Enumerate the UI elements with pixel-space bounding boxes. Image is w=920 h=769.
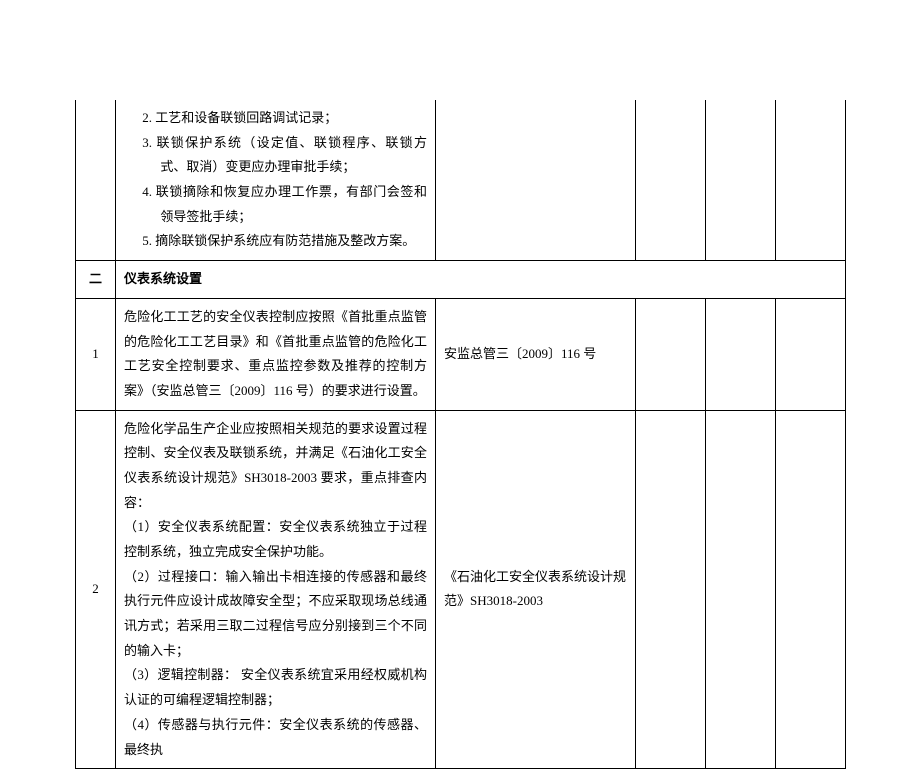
row0-num (76, 100, 116, 261)
row1-ref: 安监总管三〔2009〕116 号 (436, 298, 636, 410)
row2-line-1: 危险化学品生产企业应按照相关规范的要求设置过程控制、安全仪表及联锁系统，并满足《… (124, 417, 427, 516)
row2-line-3: （2）过程接口：输入输出卡相连接的传感器和最终执行元件应设计成故障安全型；不应采… (124, 565, 427, 664)
row2-line-4: （3）逻辑控制器： 安全仪表系统宜采用经权威机构认证的可编程逻辑控制器； (124, 663, 427, 712)
row1-content: 危险化工工艺的安全仪表控制应按照《首批重点监管的危险化工工艺目录》和《首批重点监… (116, 298, 436, 410)
inspection-table: 2. 工艺和设备联锁回路调试记录； 3. 联锁保护系统（设定值、联锁程序、联锁方… (75, 100, 846, 769)
row0-line-2: 3. 联锁保护系统（设定值、联锁程序、联锁方式、取消）变更应办理审批手续； (142, 131, 427, 180)
row1-c4 (636, 298, 706, 410)
row0-ref (436, 100, 636, 261)
row0-c4 (636, 100, 706, 261)
row2-line-5: （4）传感器与执行元件：安全仪表系统的传感器、最终执 (124, 713, 427, 762)
row1-c5 (706, 298, 776, 410)
row0-line-4: 5. 摘除联锁保护系统应有防范措施及整改方案。 (142, 229, 427, 254)
table-row: 2 危险化学品生产企业应按照相关规范的要求设置过程控制、安全仪表及联锁系统，并满… (76, 410, 846, 769)
row1-num: 1 (76, 298, 116, 410)
row2-c5 (706, 410, 776, 769)
row0-line-3: 4. 联锁摘除和恢复应办理工作票，有部门会签和领导签批手续； (142, 180, 427, 229)
table-row: 2. 工艺和设备联锁回路调试记录； 3. 联锁保护系统（设定值、联锁程序、联锁方… (76, 100, 846, 261)
section-num: 二 (76, 261, 116, 299)
row2-ref: 《石油化工安全仪表系统设计规范》SH3018-2003 (436, 410, 636, 769)
row2-line-2: （1）安全仪表系统配置：安全仪表系统独立于过程控制系统，独立完成安全保护功能。 (124, 515, 427, 564)
row2-c6 (776, 410, 846, 769)
row2-num: 2 (76, 410, 116, 769)
row0-c5 (706, 100, 776, 261)
row2-c4 (636, 410, 706, 769)
row1-c6 (776, 298, 846, 410)
section-row: 二 仪表系统设置 (76, 261, 846, 299)
row0-line-1: 2. 工艺和设备联锁回路调试记录； (142, 106, 427, 131)
section-title: 仪表系统设置 (116, 261, 846, 299)
row0-c6 (776, 100, 846, 261)
row0-content: 2. 工艺和设备联锁回路调试记录； 3. 联锁保护系统（设定值、联锁程序、联锁方… (116, 100, 436, 261)
table-row: 1 危险化工工艺的安全仪表控制应按照《首批重点监管的危险化工工艺目录》和《首批重… (76, 298, 846, 410)
row2-content: 危险化学品生产企业应按照相关规范的要求设置过程控制、安全仪表及联锁系统，并满足《… (116, 410, 436, 769)
